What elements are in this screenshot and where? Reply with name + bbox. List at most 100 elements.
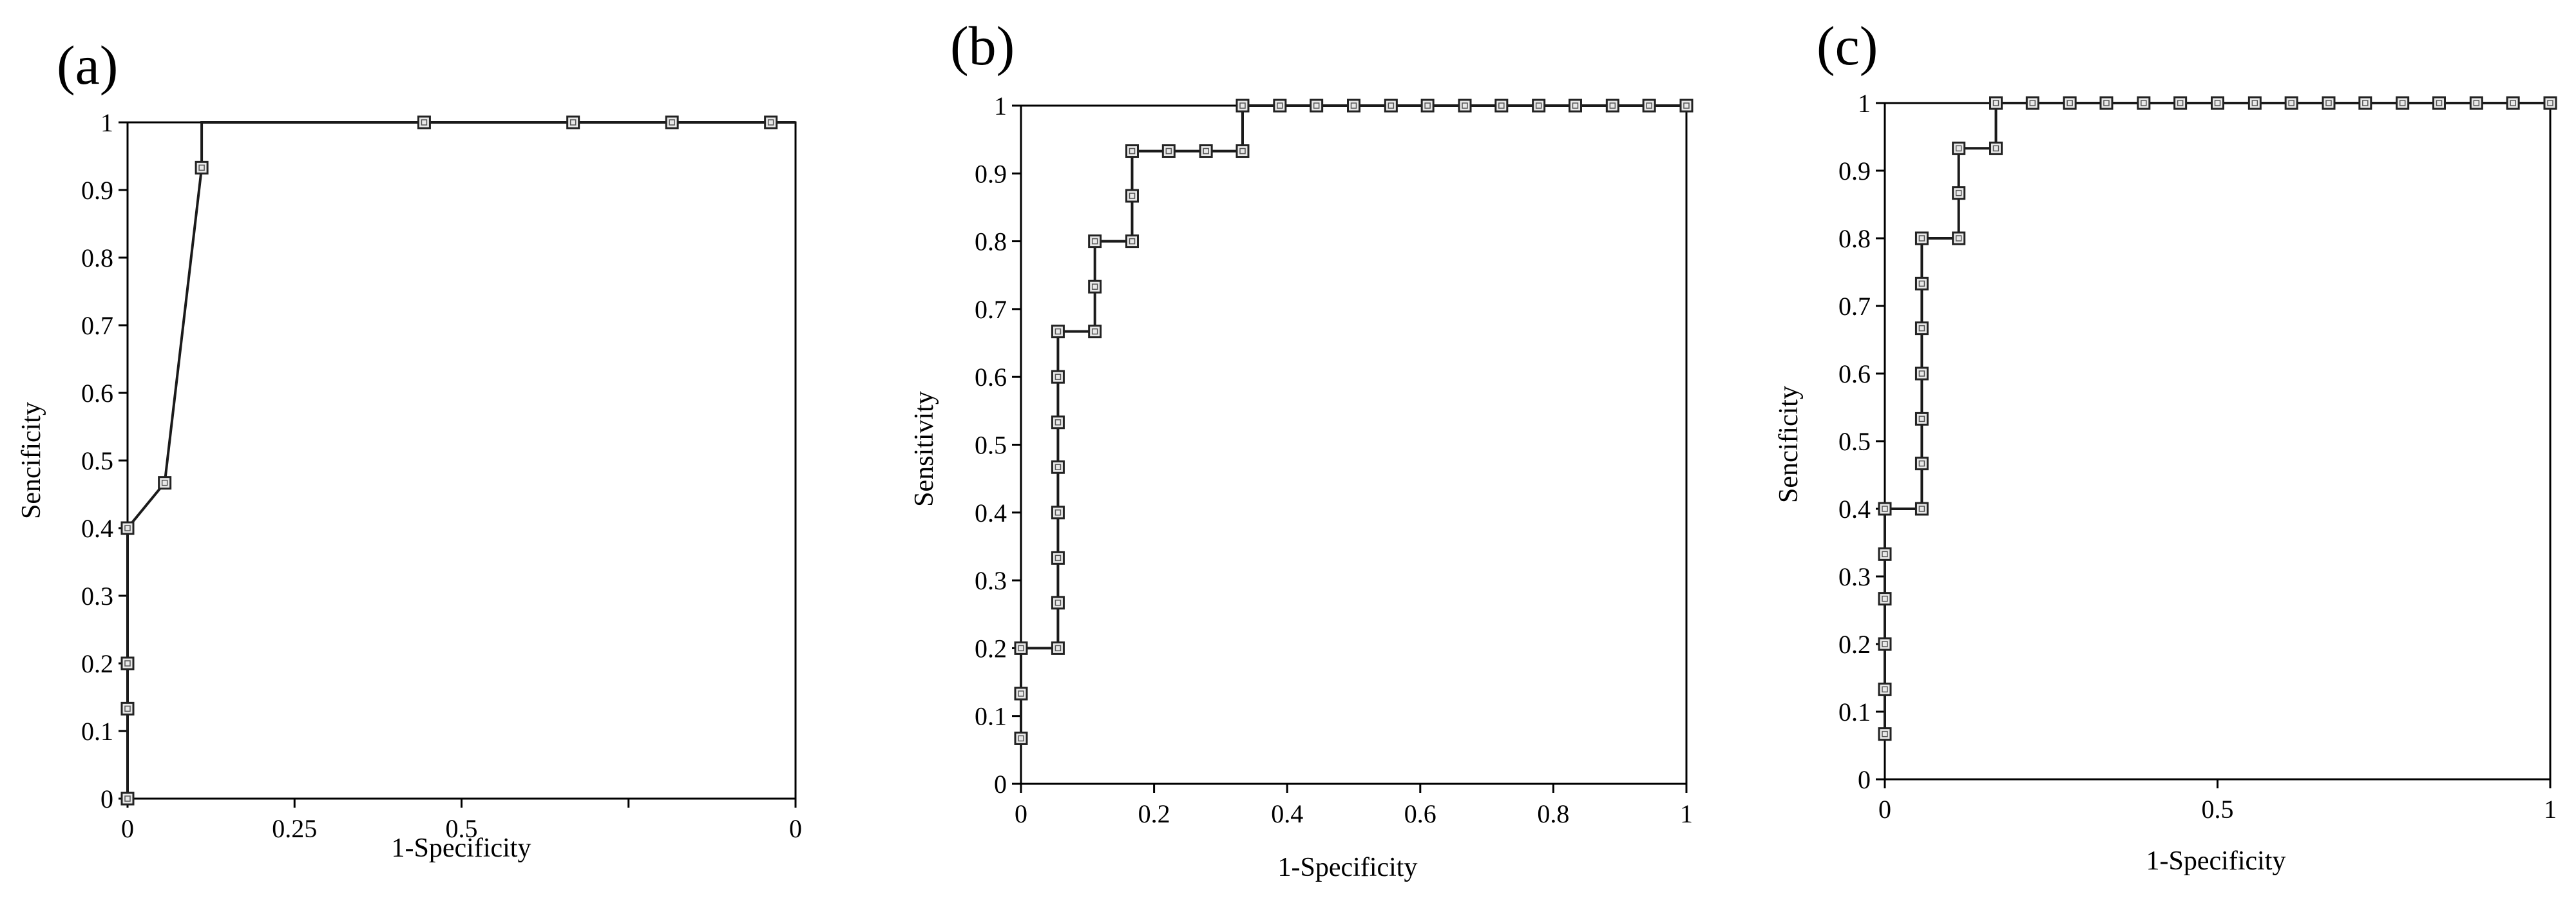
data-point-marker: [1088, 280, 1102, 294]
data-point-marker: [1878, 502, 1892, 516]
roc-curve-line: [1020, 104, 1686, 739]
data-point-marker-inner: [1129, 238, 1136, 245]
data-point-marker: [1051, 415, 1065, 430]
data-point-marker: [1420, 99, 1435, 113]
y-tick-label: 0.7: [1838, 292, 1871, 321]
data-point-marker: [1161, 144, 1176, 158]
y-tick-label: 0.2: [975, 634, 1007, 663]
data-point-marker-inner: [1350, 102, 1357, 109]
data-point-marker: [417, 115, 431, 129]
data-point-marker-inner: [1091, 328, 1098, 335]
data-point-marker-inner: [669, 119, 675, 126]
data-point-marker: [1051, 506, 1065, 520]
data-point-marker: [1532, 99, 1546, 113]
data-point-marker-inner: [1054, 645, 1062, 652]
data-point-marker-inner: [1054, 555, 1062, 562]
data-point-marker: [1642, 99, 1656, 113]
y-tick-label: 0.6: [975, 363, 1007, 392]
data-point-marker-inner: [421, 119, 428, 126]
data-point-marker-inner: [1882, 551, 1888, 558]
y-tick-label: 0.9: [975, 159, 1007, 188]
y-tick-label: 0.9: [1838, 157, 1871, 185]
data-point-marker: [1310, 99, 1324, 113]
data-point-marker-inner: [1918, 280, 1925, 287]
roc-curve-line: [126, 121, 796, 799]
data-point-marker-inner: [1646, 102, 1652, 109]
data-point-marker: [2099, 96, 2113, 110]
data-point-marker: [1014, 687, 1028, 701]
y-tick-label: 0.3: [1838, 562, 1871, 591]
x-tick-label: 0: [1015, 799, 1027, 828]
y-tick-label: 0.8: [975, 227, 1007, 256]
x-tick-label: 1: [1680, 799, 1693, 828]
data-point-marker: [1914, 276, 1929, 290]
data-point-marker-inner: [1918, 460, 1925, 467]
data-point-marker-inner: [1498, 102, 1505, 109]
data-point-marker: [665, 115, 679, 129]
data-point-marker: [1236, 99, 1250, 113]
data-point-marker-inner: [1882, 730, 1888, 737]
data-point-marker-inner: [1609, 102, 1616, 109]
data-point-marker-inner: [2288, 100, 2295, 106]
data-point-marker: [2137, 96, 2151, 110]
data-point-marker-inner: [1882, 595, 1888, 602]
y-tick-label: 0.2: [81, 649, 113, 678]
data-point-marker-inner: [2251, 100, 2258, 106]
data-point-marker: [1051, 551, 1065, 565]
data-point-marker: [1088, 325, 1102, 339]
axis-ticks-b: 0 0.2 0.4 0.6 0.8 1 0 0.1 0.2 0.3 0.4 0.5 0.6 0.7 0.8 0…: [975, 91, 1693, 828]
y-tick-label: 0: [100, 784, 113, 813]
x-tick-label: 1: [2544, 795, 2557, 824]
data-point-marker: [566, 115, 580, 129]
data-point-marker-inner: [1992, 145, 1999, 152]
data-point-marker-inner: [1054, 509, 1062, 516]
panel-b: (b) 0 0.2 0.4 0.6 0.8 1 0 0.1 0.2 0.3 0.4 0.5 0.6 0.7…: [910, 15, 1693, 882]
data-point-marker: [1199, 144, 1213, 158]
y-tick-label: 0: [994, 770, 1007, 799]
x-tick-label: 0.8: [1537, 799, 1569, 828]
data-point-marker: [1878, 547, 1892, 561]
y-tick-label: 0.9: [81, 176, 113, 205]
data-point-marker-inner: [2436, 100, 2443, 106]
data-point-marker: [2025, 96, 2039, 110]
data-point-marker-inner: [2547, 100, 2553, 106]
data-point-marker-inner: [1277, 102, 1283, 109]
data-point-marker-inner: [2177, 100, 2184, 106]
panel-a: (a) 0 0.25 0.5 000.10.20.30.40.50.60.70.80.…: [17, 34, 802, 863]
y-tick-label: 0.5: [1838, 427, 1871, 456]
y-tick-label: 0.6: [81, 379, 113, 408]
data-point-marker-inner: [1992, 100, 1999, 106]
data-point-marker: [1125, 144, 1140, 158]
data-point-marker: [1051, 325, 1065, 339]
y-tick-label: 0.3: [81, 582, 113, 611]
y-tick-label: 1: [100, 108, 113, 137]
data-point-marker: [1236, 144, 1250, 158]
roc-series-a: [120, 115, 796, 806]
data-point-marker-inner: [1165, 147, 1172, 155]
axis-ticks-a: 0 0.25 0.5 000.10.20.30.40.50.60.70.80.91: [81, 108, 802, 843]
data-point-marker: [1878, 727, 1892, 741]
data-point-marker: [1605, 99, 1619, 113]
data-point-marker-inner: [1535, 102, 1542, 109]
data-point-marker: [2063, 96, 2077, 110]
x-tick-label: 0: [1878, 795, 1891, 824]
data-point-marker: [1125, 189, 1140, 203]
data-point-marker-inner: [1388, 102, 1395, 109]
data-point-marker-inner: [1129, 193, 1136, 199]
y-tick-label: 0.1: [1838, 698, 1871, 726]
data-point-marker: [1051, 596, 1065, 610]
data-point-marker-inner: [1955, 145, 1962, 152]
data-point-marker: [1952, 141, 1966, 155]
data-point-marker: [1014, 731, 1028, 745]
data-point-marker-inner: [1918, 370, 1925, 377]
data-point-marker: [1914, 502, 1929, 516]
x-tick-label: 0.4: [1271, 799, 1303, 828]
x-tick-label: 0.5: [446, 814, 478, 843]
data-point-marker-inner: [1091, 238, 1098, 245]
roc-series-b: [1014, 99, 1693, 745]
panel-label-a: (a): [57, 34, 118, 96]
data-point-marker: [120, 656, 135, 670]
data-point-marker-inner: [1462, 102, 1468, 109]
data-point-marker-inner: [1955, 235, 1962, 242]
data-point-marker: [1989, 96, 2003, 110]
